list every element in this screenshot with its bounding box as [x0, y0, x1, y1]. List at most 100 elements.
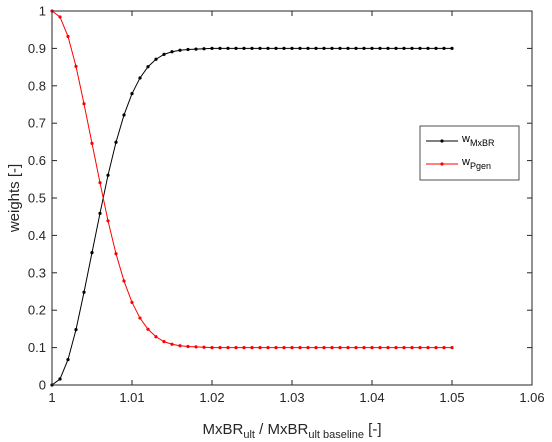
data-point-Pgen	[106, 219, 110, 223]
data-point-Pgen	[314, 346, 318, 350]
data-point-MxBR	[330, 46, 334, 51]
data-point-Pgen	[146, 327, 150, 331]
data-point-MxBR	[138, 76, 142, 80]
data-point-MxBR	[162, 52, 166, 56]
data-point-MxBR	[306, 46, 310, 51]
data-point-MxBR	[258, 46, 262, 51]
data-point-Pgen	[58, 15, 62, 19]
data-point-MxBR	[98, 211, 102, 215]
data-point-MxBR	[218, 46, 222, 51]
data-point-Pgen	[274, 346, 278, 350]
data-point-Pgen	[370, 346, 374, 350]
data-point-Pgen	[290, 346, 294, 350]
data-point-MxBR	[114, 140, 118, 144]
data-point-Pgen	[266, 346, 270, 350]
x-axis-label-main: MxBR	[203, 421, 244, 438]
data-point-Pgen	[218, 346, 222, 350]
y-tick-label: 0.5	[28, 191, 46, 206]
data-point-Pgen	[282, 346, 286, 350]
data-point-Pgen	[82, 102, 86, 106]
data-point-MxBR	[250, 46, 254, 51]
data-point-MxBR	[242, 46, 246, 51]
data-point-MxBR	[202, 47, 206, 51]
ticks-layer: 1 1.01 1.02 1.03 1.04 1.05 1.06 0 0.1 0.2 0.3 0.4 0.…	[28, 4, 545, 406]
data-point-MxBR	[170, 50, 174, 54]
data-point-Pgen	[426, 346, 430, 350]
data-point-Pgen	[66, 34, 70, 39]
legend-label-sub: MxBR	[470, 138, 495, 148]
x-tick-label: 1.01	[119, 390, 144, 405]
legend-label-main: w	[461, 133, 470, 145]
data-point-MxBR	[274, 46, 278, 51]
y-tick-label: 0.8	[28, 78, 46, 93]
data-point-MxBR	[322, 46, 326, 51]
data-point-Pgen	[362, 346, 366, 350]
x-tick-label: 1.02	[199, 390, 224, 405]
data-point-Pgen	[394, 346, 398, 350]
legend-entry-MxBR: wMxBR	[426, 133, 495, 148]
data-point-Pgen	[250, 346, 254, 350]
y-tick-label: 1	[39, 4, 46, 19]
data-point-Pgen	[186, 344, 190, 349]
data-point-MxBR	[442, 46, 446, 51]
data-point-MxBR	[82, 290, 86, 294]
data-point-MxBR	[210, 46, 214, 51]
data-point-Pgen	[210, 346, 214, 350]
y-tick-label: 0.1	[28, 340, 46, 355]
data-point-Pgen	[130, 300, 134, 304]
data-point-Pgen	[194, 345, 198, 349]
data-point-MxBR	[178, 48, 182, 52]
data-point-MxBR	[354, 46, 358, 51]
legend-entry-Pgen: wPgen	[426, 156, 491, 171]
data-point-Pgen	[298, 346, 302, 350]
data-point-Pgen	[410, 346, 414, 350]
data-point-Pgen	[402, 346, 406, 350]
y-tick-label: 0.6	[28, 153, 46, 168]
data-point-Pgen	[122, 279, 126, 283]
data-point-Pgen	[322, 346, 326, 350]
data-point-Pgen	[434, 346, 438, 350]
x-tick-label: 1.04	[359, 390, 384, 405]
data-point-Pgen	[442, 346, 446, 350]
y-tick-label: 0.2	[28, 303, 46, 318]
y-tick-label: 0	[39, 378, 46, 393]
data-point-Pgen	[354, 346, 358, 350]
data-point-MxBR	[386, 46, 390, 51]
data-point-Pgen	[378, 346, 382, 350]
data-point-MxBR	[146, 65, 150, 69]
data-point-MxBR	[410, 46, 414, 51]
series-MxBR	[50, 46, 454, 387]
data-point-MxBR	[186, 47, 190, 52]
data-point-MxBR	[314, 46, 318, 51]
data-point-MxBR	[66, 357, 70, 362]
legend-label: wPgen	[461, 156, 491, 171]
y-axis-label: weights [-]	[6, 164, 23, 233]
data-point-MxBR	[338, 46, 342, 51]
legend-label-sub: Pgen	[470, 161, 491, 171]
data-point-Pgen	[418, 346, 422, 350]
data-point-MxBR	[74, 328, 78, 332]
data-point-Pgen	[338, 346, 342, 350]
legend-marker	[440, 162, 444, 166]
x-tick-label: 1.05	[439, 390, 464, 405]
data-point-Pgen	[98, 181, 102, 185]
data-point-MxBR	[378, 46, 382, 51]
x-axis-label-sub2: ult baseline	[308, 429, 364, 441]
data-point-MxBR	[426, 46, 430, 51]
data-point-Pgen	[234, 346, 238, 350]
legend-marker	[440, 139, 444, 143]
x-axis-label-mid: / MxBR	[255, 421, 309, 438]
data-point-Pgen	[226, 346, 230, 350]
x-axis-label-sub1: ult	[243, 429, 255, 441]
data-point-MxBR	[266, 46, 270, 51]
series-layer	[50, 9, 454, 387]
y-tick-label: 0.7	[28, 116, 46, 131]
data-point-Pgen	[114, 252, 118, 256]
data-point-MxBR	[282, 46, 286, 51]
x-axis-label: MxBRult / MxBRult baseline [-]	[203, 421, 382, 441]
data-point-MxBR	[402, 46, 406, 51]
y-tick-label: 0.3	[28, 265, 46, 280]
